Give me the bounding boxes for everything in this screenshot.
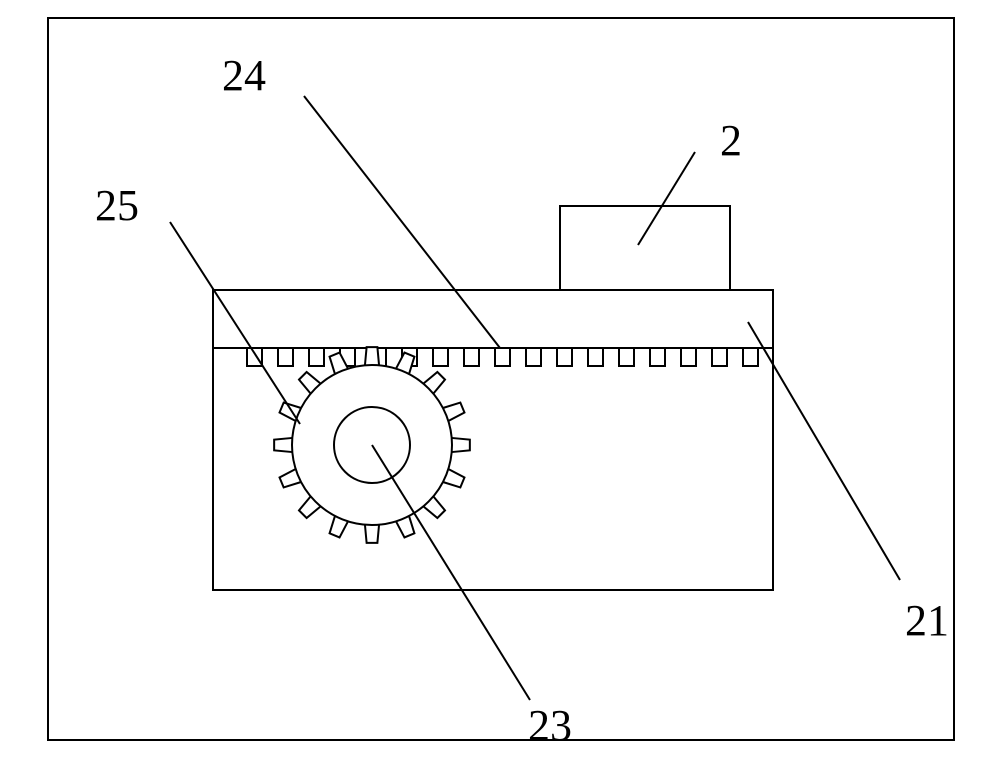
diagram-svg (0, 0, 1000, 774)
diagram-container: 24 25 2 21 23 (0, 0, 1000, 774)
label-21: 21 (905, 595, 949, 646)
label-24: 24 (222, 50, 266, 101)
label-25: 25 (95, 180, 139, 231)
label-23: 23 (528, 700, 572, 751)
label-2: 2 (720, 115, 742, 166)
